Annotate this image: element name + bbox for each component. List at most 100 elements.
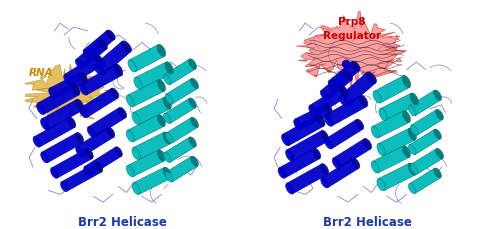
Polygon shape xyxy=(287,164,328,194)
Ellipse shape xyxy=(320,90,329,100)
Polygon shape xyxy=(333,139,371,168)
Ellipse shape xyxy=(189,137,196,147)
Ellipse shape xyxy=(157,114,166,126)
Ellipse shape xyxy=(377,144,385,156)
Polygon shape xyxy=(372,111,409,138)
Ellipse shape xyxy=(76,146,84,157)
Polygon shape xyxy=(129,45,165,72)
Polygon shape xyxy=(133,97,170,124)
Polygon shape xyxy=(380,93,417,120)
Ellipse shape xyxy=(75,59,84,69)
Ellipse shape xyxy=(164,153,171,162)
Polygon shape xyxy=(283,115,324,146)
Polygon shape xyxy=(164,98,196,123)
Ellipse shape xyxy=(373,91,382,103)
Text: Brr2 Helicase: Brr2 Helicase xyxy=(323,216,412,229)
Ellipse shape xyxy=(340,86,348,97)
Ellipse shape xyxy=(79,84,88,95)
Ellipse shape xyxy=(371,161,379,173)
Ellipse shape xyxy=(64,74,72,85)
Polygon shape xyxy=(279,148,320,178)
Ellipse shape xyxy=(126,130,134,142)
Ellipse shape xyxy=(409,184,416,194)
Ellipse shape xyxy=(278,168,286,178)
Ellipse shape xyxy=(436,148,443,159)
Ellipse shape xyxy=(313,148,321,159)
Ellipse shape xyxy=(191,117,198,128)
Polygon shape xyxy=(296,4,406,87)
Ellipse shape xyxy=(410,164,418,174)
Polygon shape xyxy=(80,88,118,118)
Polygon shape xyxy=(88,108,126,137)
Ellipse shape xyxy=(325,103,332,114)
Polygon shape xyxy=(164,59,196,85)
Ellipse shape xyxy=(75,99,84,111)
Ellipse shape xyxy=(163,132,172,144)
Ellipse shape xyxy=(157,79,166,91)
Ellipse shape xyxy=(371,126,379,138)
Polygon shape xyxy=(325,95,367,126)
Ellipse shape xyxy=(191,156,198,166)
Ellipse shape xyxy=(343,71,352,81)
Ellipse shape xyxy=(95,55,103,66)
Ellipse shape xyxy=(410,93,418,105)
Ellipse shape xyxy=(328,81,337,90)
Ellipse shape xyxy=(98,40,107,49)
Ellipse shape xyxy=(33,136,41,147)
Ellipse shape xyxy=(84,166,91,176)
Ellipse shape xyxy=(86,148,93,159)
Ellipse shape xyxy=(96,162,103,172)
Ellipse shape xyxy=(356,119,364,130)
Polygon shape xyxy=(166,79,197,104)
Ellipse shape xyxy=(165,62,173,74)
Ellipse shape xyxy=(126,95,134,107)
Polygon shape xyxy=(61,162,102,191)
Ellipse shape xyxy=(114,64,123,76)
Ellipse shape xyxy=(286,150,294,161)
Ellipse shape xyxy=(434,168,441,178)
Polygon shape xyxy=(76,127,114,157)
Ellipse shape xyxy=(436,109,443,120)
Polygon shape xyxy=(166,156,197,182)
Ellipse shape xyxy=(157,44,166,56)
Ellipse shape xyxy=(126,165,134,177)
Polygon shape xyxy=(85,147,122,176)
Polygon shape xyxy=(378,163,415,191)
Polygon shape xyxy=(321,71,352,100)
Polygon shape xyxy=(127,115,164,142)
Ellipse shape xyxy=(189,59,196,69)
Polygon shape xyxy=(411,110,442,135)
Polygon shape xyxy=(325,119,363,149)
Ellipse shape xyxy=(339,95,349,107)
Text: Brr2 Helicase: Brr2 Helicase xyxy=(78,216,167,229)
Ellipse shape xyxy=(163,167,172,179)
Polygon shape xyxy=(378,128,415,155)
Polygon shape xyxy=(51,148,92,178)
Ellipse shape xyxy=(332,158,341,169)
Ellipse shape xyxy=(377,179,385,191)
Ellipse shape xyxy=(364,139,371,149)
Polygon shape xyxy=(166,117,197,143)
Polygon shape xyxy=(127,150,164,177)
Ellipse shape xyxy=(157,150,165,161)
Ellipse shape xyxy=(320,130,329,142)
Polygon shape xyxy=(84,30,115,59)
Ellipse shape xyxy=(72,84,80,95)
Ellipse shape xyxy=(282,134,290,146)
Ellipse shape xyxy=(107,127,115,137)
Ellipse shape xyxy=(41,119,49,130)
Ellipse shape xyxy=(191,78,198,89)
Polygon shape xyxy=(409,90,441,116)
Text: RNA: RNA xyxy=(29,68,54,78)
Ellipse shape xyxy=(61,182,68,192)
Polygon shape xyxy=(329,61,360,90)
Ellipse shape xyxy=(379,109,387,121)
Ellipse shape xyxy=(342,60,350,68)
Ellipse shape xyxy=(121,41,131,52)
Ellipse shape xyxy=(111,88,119,98)
Ellipse shape xyxy=(294,119,301,130)
Polygon shape xyxy=(76,40,107,68)
Ellipse shape xyxy=(324,139,333,149)
Ellipse shape xyxy=(321,177,329,188)
Ellipse shape xyxy=(408,163,416,175)
